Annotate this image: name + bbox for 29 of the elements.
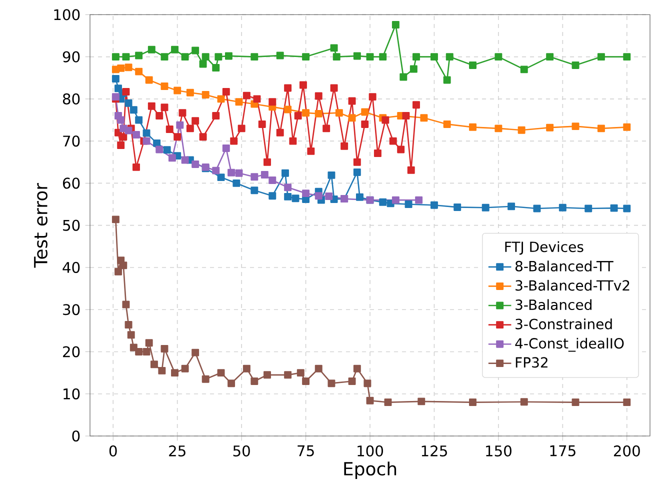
x-tick-label: 50 (233, 445, 250, 456)
legend-label: 3-Constrained (516, 318, 612, 330)
y-tick-label: 60 (62, 178, 80, 189)
legend-label: 8-Balanced-TT (515, 260, 614, 272)
legend-title: FTJ Devices (505, 241, 584, 255)
y-tick-label: 90 (62, 51, 80, 62)
x-tick-label: 175 (550, 445, 576, 456)
y-tick-label: 0 (72, 430, 80, 442)
y-tick-label: 80 (62, 93, 80, 104)
x-tick-label: 100 (358, 445, 384, 456)
y-tick-label: 70 (63, 136, 80, 147)
y-tick-label: 10 (64, 388, 80, 400)
legend-label: 3-Balanced (516, 299, 592, 310)
y-tick-label: 30 (63, 304, 80, 316)
x-tick-label: 25 (169, 445, 186, 456)
legend-label: 3-Balanced-TTv2 (516, 280, 630, 291)
x-axis-title: Epoch (344, 462, 396, 480)
legend-label: 4-Const_idealIO (515, 338, 624, 352)
x-tick-label: 0 (109, 445, 117, 456)
x-tick-label: 150 (486, 445, 512, 456)
y-axis-title: Test error (34, 182, 48, 268)
x-tick-label: 125 (422, 445, 447, 456)
x-tick-label: 75 (298, 445, 314, 456)
y-tick-label: 40 (62, 262, 80, 274)
legend-label: FP32 (516, 357, 548, 368)
y-tick-label: 100 (54, 9, 80, 20)
x-tick-label: 200 (614, 445, 640, 456)
y-tick-label: 20 (63, 346, 80, 358)
y-tick-label: 50 (63, 220, 80, 231)
